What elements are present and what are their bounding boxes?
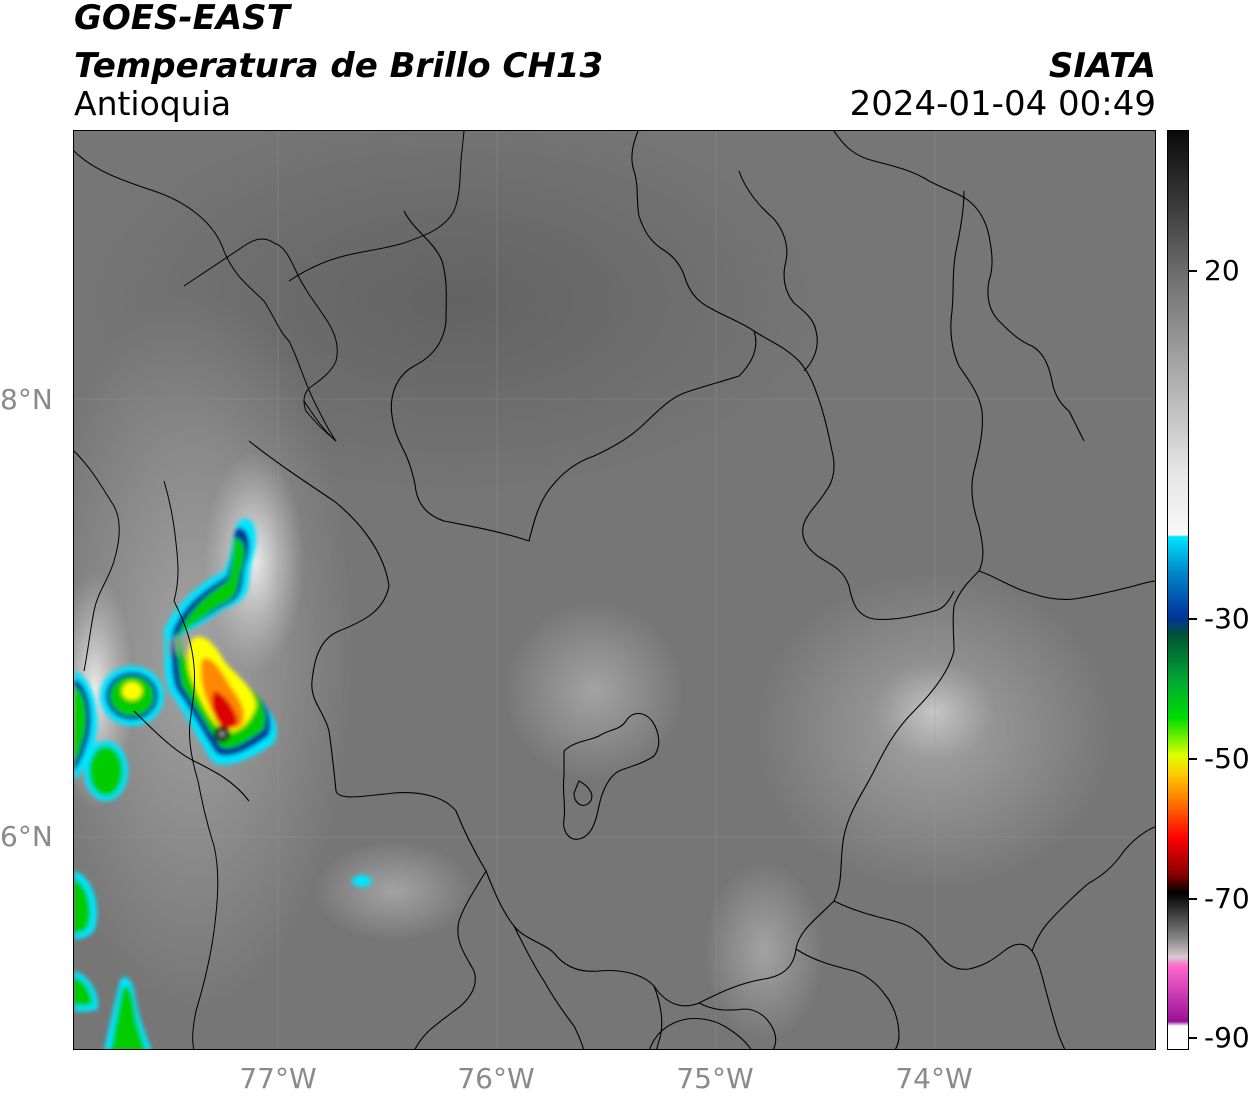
lon-label-74w: 74°W xyxy=(895,1062,973,1095)
lon-label-77w: 77°W xyxy=(239,1062,317,1095)
colorbar-gradient xyxy=(1168,131,1188,1049)
region-subtitle: Antioquia xyxy=(74,84,232,123)
colorbar-label-minus30: -30 xyxy=(1204,602,1250,635)
colorbar-label-minus70: -70 xyxy=(1204,882,1250,915)
colorbar-label-minus50: -50 xyxy=(1204,742,1250,775)
colorbar-tick xyxy=(1189,1037,1197,1039)
satellite-title: GOES-EAST xyxy=(74,0,290,38)
graticule xyxy=(74,131,1155,1049)
lon-label-76w: 76°W xyxy=(457,1062,535,1095)
satellite-map[interactable] xyxy=(74,131,1156,1050)
lon-label-75w: 75°W xyxy=(676,1062,754,1095)
colorbar-label-minus90: -90 xyxy=(1204,1021,1250,1054)
coastline xyxy=(74,131,465,1049)
colorbar-tick xyxy=(1189,898,1197,900)
colorbar-tick xyxy=(1189,618,1197,620)
colorbar-label-20: 20 xyxy=(1204,254,1240,287)
department-borders xyxy=(133,131,1155,1049)
agency-label: SIATA xyxy=(1048,46,1156,86)
datetime-stamp: 2024-01-04 00:49 xyxy=(849,84,1156,124)
product-title: Temperatura de Brillo CH13 xyxy=(74,46,604,86)
colorbar-tick xyxy=(1189,270,1197,272)
map-panel[interactable] xyxy=(73,130,1156,1050)
colorbar-tick xyxy=(1189,758,1197,760)
lat-label-6n: 6°N xyxy=(0,820,53,853)
temperature-colorbar xyxy=(1167,130,1189,1050)
lat-label-8n: 8°N xyxy=(0,383,53,416)
